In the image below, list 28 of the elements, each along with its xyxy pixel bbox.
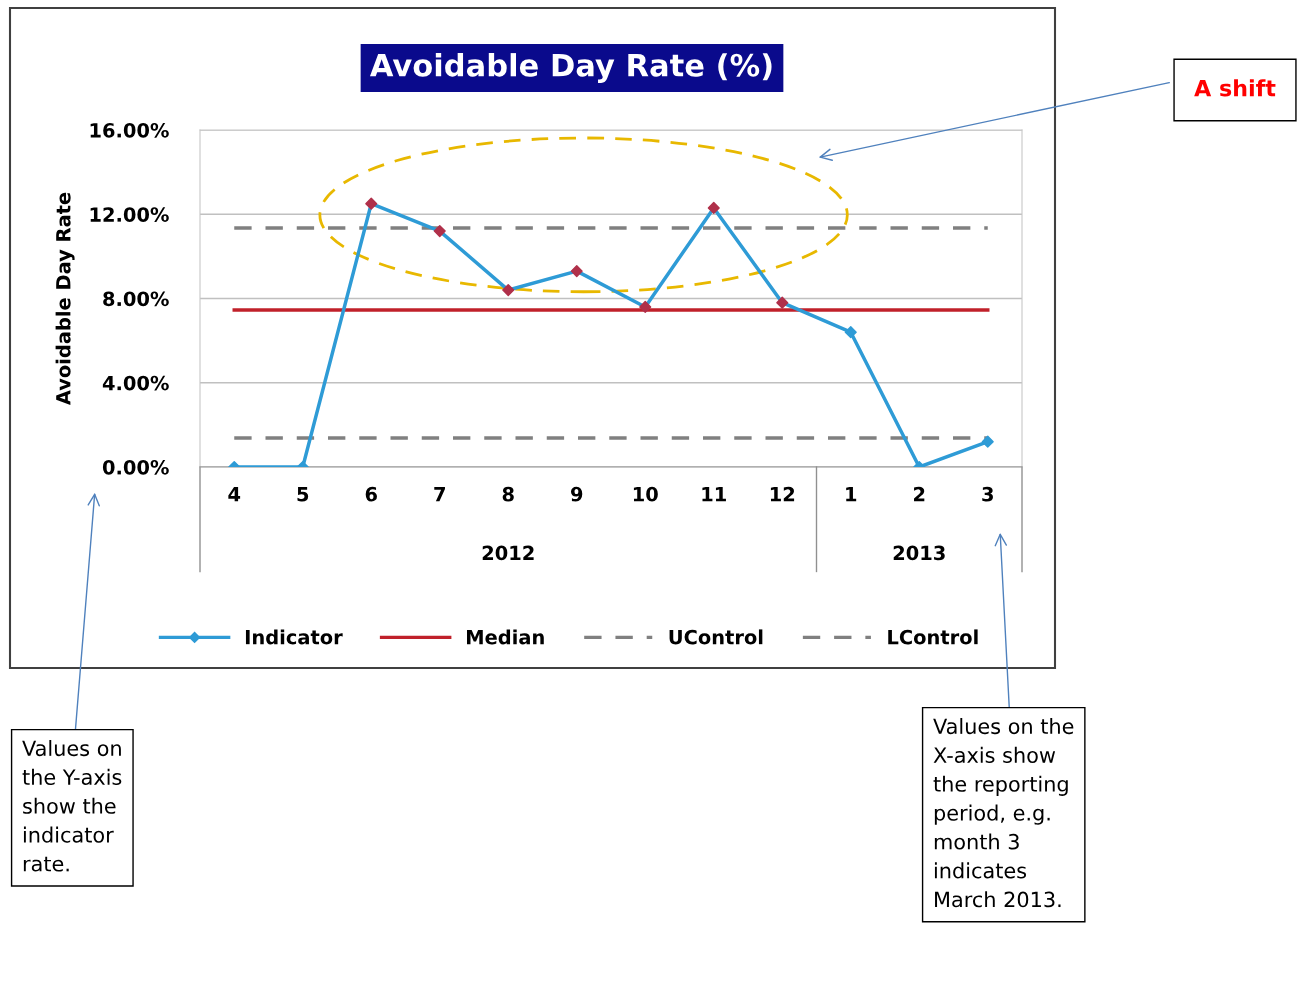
text: Values on the Y-axis show the indicator rate.	[22, 740, 122, 872]
y-tick-label: 16.00%	[90, 122, 169, 138]
text: 2012	[482, 545, 534, 561]
x-tick-label: 4	[228, 487, 241, 502]
x-tick-label: 9	[570, 486, 583, 502]
legend-label: UControl	[669, 629, 763, 645]
x-tick-label: 7	[434, 487, 445, 502]
y-tick-label: 4.00%	[102, 375, 169, 391]
text: A shift	[1194, 79, 1276, 97]
chart-title: Avoidable Day Rate (%)	[369, 53, 772, 83]
x-tick-label: 11	[702, 487, 726, 502]
x-tick-label: 8	[502, 486, 514, 502]
x-tick-label: 12	[770, 486, 795, 502]
x-tick-label: 1	[846, 487, 857, 502]
legend-label: Indicator	[245, 629, 343, 645]
legend-label: LControl	[888, 629, 978, 645]
y-tick-label: 0.00%	[102, 459, 169, 475]
x-tick-label: 10	[633, 486, 658, 502]
x-tick-label: 6	[365, 486, 377, 502]
text: Values on the X-axis show the reporting period, e.g. month 3 indicates March 2013.	[933, 718, 1074, 908]
y-tick-label: 12.00%	[90, 207, 169, 222]
x-tick-label: 2	[914, 486, 925, 502]
legend-label: Median	[467, 629, 544, 645]
text: 2013	[893, 545, 945, 561]
y-tick-label: 8.00%	[103, 291, 169, 307]
x-tick-label: 3	[982, 486, 993, 502]
y-axis-title: Avoidable Day Rate	[55, 192, 75, 406]
x-tick-label: 5	[297, 487, 309, 502]
